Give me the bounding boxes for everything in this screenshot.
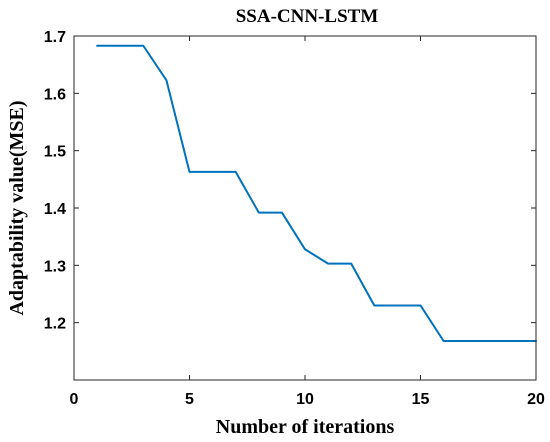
- plot-frame: [73, 35, 537, 381]
- x-tick-label: 10: [296, 391, 314, 408]
- plot-area: [74, 36, 536, 380]
- x-axis-tick-labels: 0 5 10 15 20: [70, 391, 545, 408]
- x-tick-label: 0: [70, 391, 79, 408]
- series-line: [96, 44, 537, 343]
- x-tick-label: 20: [527, 391, 545, 408]
- chart-title: SSA-CNN-LSTM: [236, 6, 379, 27]
- y-tick-label: 1.5: [44, 144, 66, 161]
- y-tick-label: 1.6: [44, 86, 66, 103]
- x-axis-label: Number of iterations: [216, 416, 395, 438]
- y-tick-label: 1.2: [44, 316, 66, 333]
- y-tick-label: 1.4: [44, 201, 66, 218]
- y-axis-tick-labels: 1.2 1.3 1.4 1.5 1.6 1.7: [44, 29, 66, 333]
- y-axis-label: Adaptability value(MSE): [6, 100, 28, 315]
- y-tick-label: 1.7: [44, 29, 66, 46]
- y-tick-label: 1.3: [44, 258, 66, 275]
- series-layer: [96, 44, 537, 343]
- x-tick-label: 15: [412, 391, 430, 408]
- x-tick-label: 5: [185, 391, 194, 408]
